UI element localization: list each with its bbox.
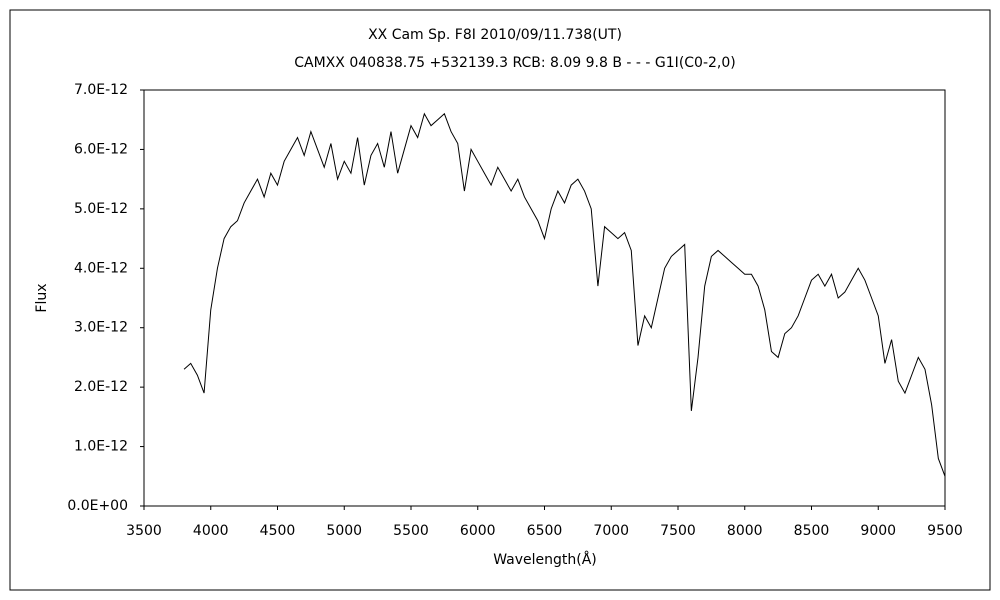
y-tick-label: 2.0E-12 <box>74 379 128 395</box>
x-tick-label: 8000 <box>727 523 763 539</box>
chart-frame <box>9 9 991 591</box>
y-tick-label: 5.0E-12 <box>74 201 128 217</box>
y-tick-label: 3.0E-12 <box>74 320 128 336</box>
y-tick-label: 1.0E-12 <box>74 439 128 455</box>
x-tick-label: 5500 <box>393 523 429 539</box>
x-tick-label: 6000 <box>460 523 496 539</box>
x-tick-label: 9000 <box>860 523 896 539</box>
y-axis-label: Flux <box>34 283 50 312</box>
y-tick-label: 4.0E-12 <box>74 260 128 276</box>
y-tick-label: 6.0E-12 <box>74 141 128 157</box>
chart-title: XX Cam Sp. F8I 2010/09/11.738(UT) <box>368 27 622 43</box>
x-tick-label: 4000 <box>193 523 229 539</box>
x-tick-label: 5000 <box>326 523 362 539</box>
x-tick-label: 3500 <box>126 523 162 539</box>
x-tick-label: 8500 <box>794 523 830 539</box>
x-tick-label: 4500 <box>260 523 296 539</box>
x-tick-label: 9500 <box>927 523 963 539</box>
y-tick-label: 0.0E+00 <box>67 498 128 514</box>
x-tick-label: 7000 <box>593 523 629 539</box>
x-tick-label: 7500 <box>660 523 696 539</box>
x-axis-label: Wavelength(Å) <box>493 551 597 568</box>
chart-subtitle: CAMXX 040838.75 +532139.3 RCB: 8.09 9.8 … <box>294 55 736 71</box>
x-tick-label: 6500 <box>527 523 563 539</box>
spectrum-line <box>183 112 946 477</box>
y-tick-label: 7.0E-12 <box>74 82 128 98</box>
